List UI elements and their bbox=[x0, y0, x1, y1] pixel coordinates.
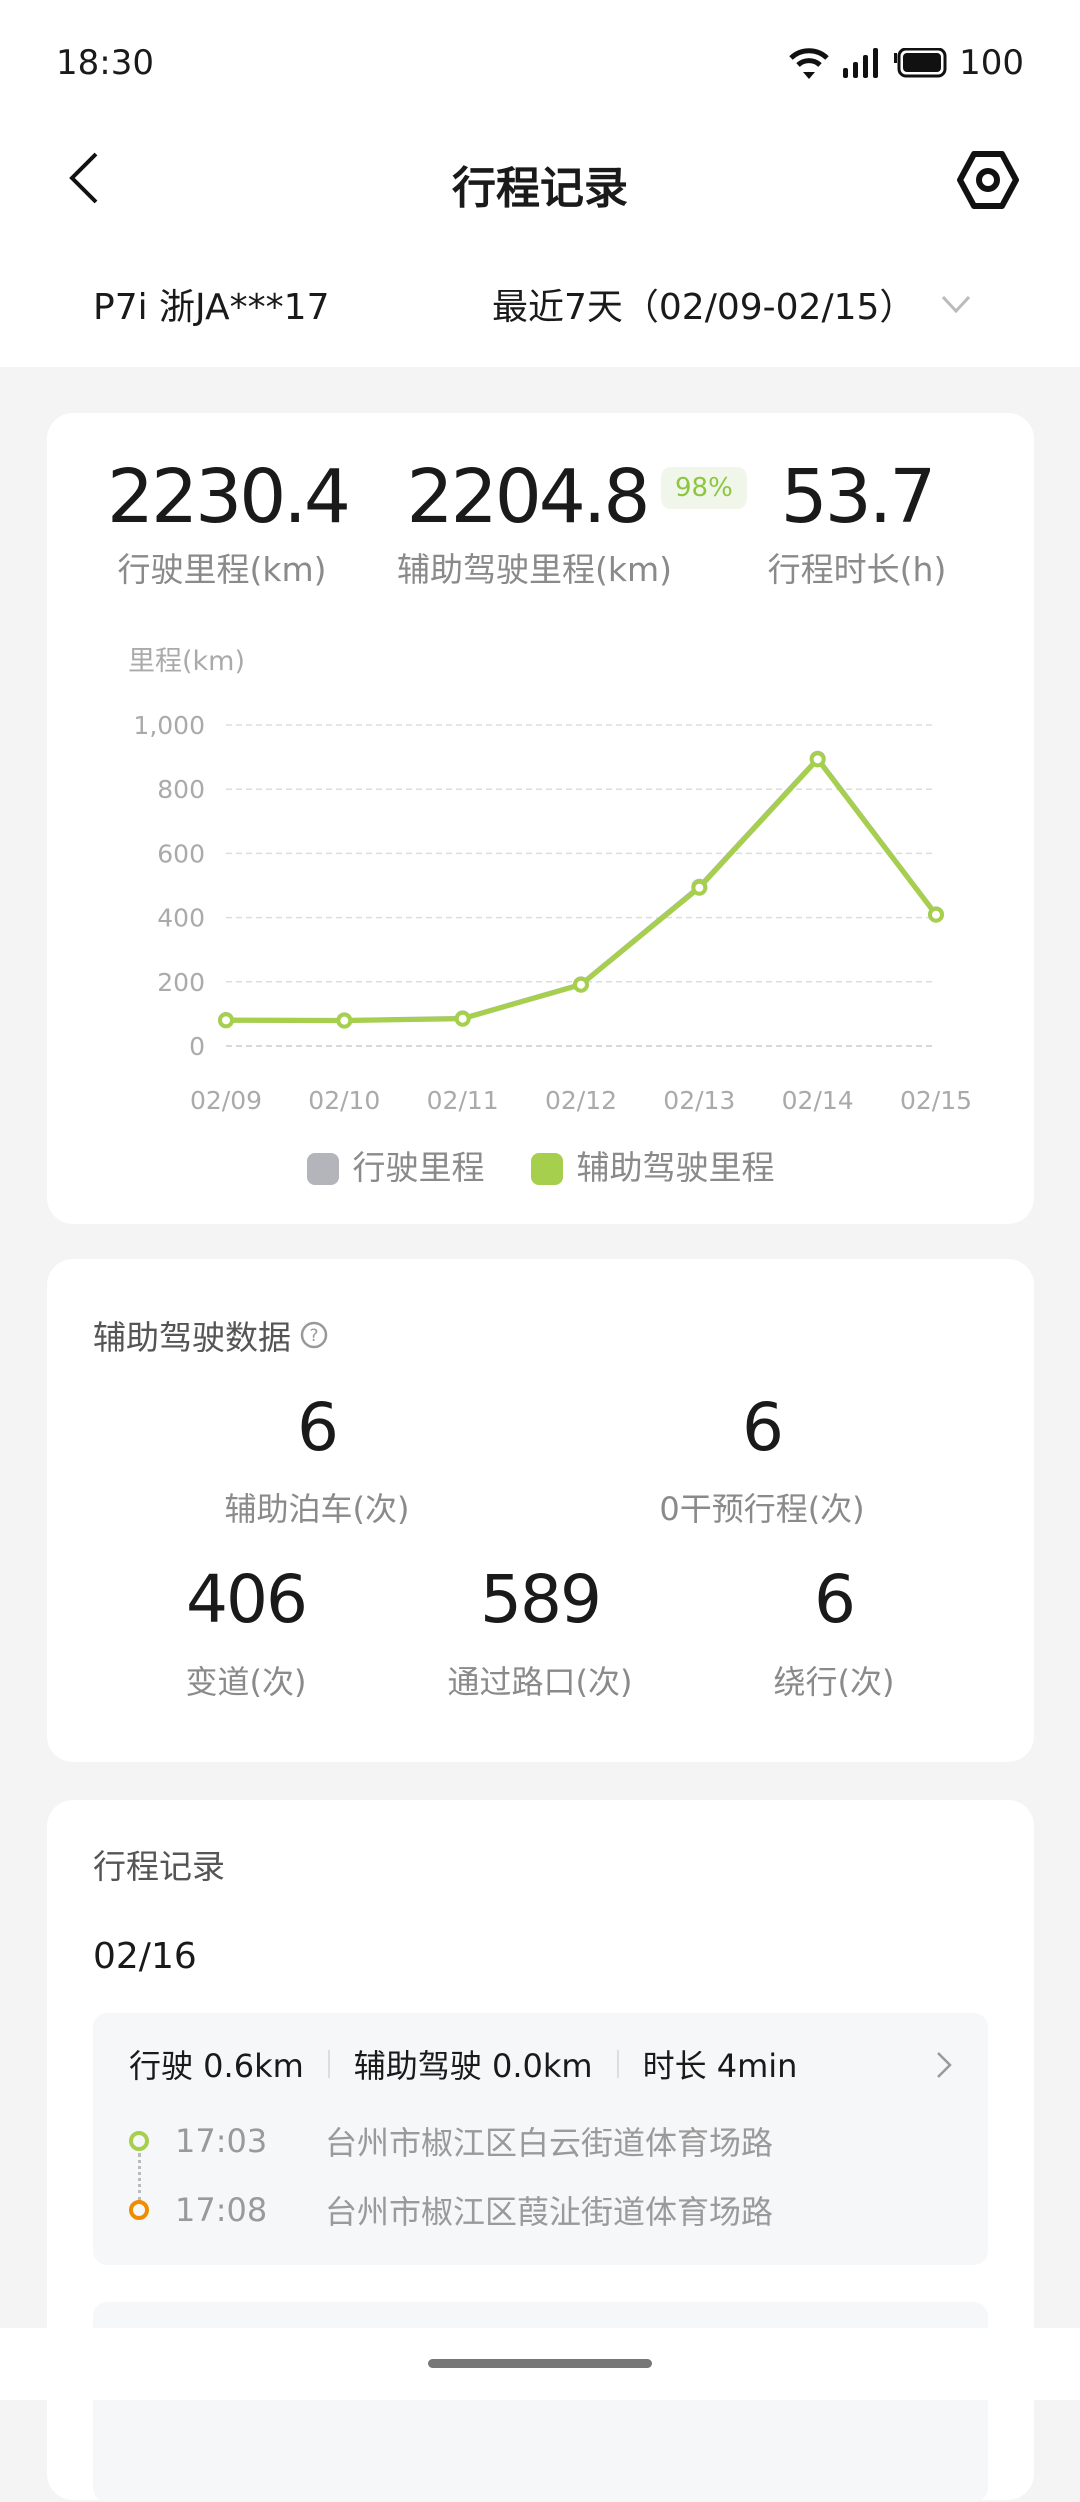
x-tick-label: 02/15 bbox=[900, 1086, 972, 1115]
detour-count: 6 bbox=[814, 1561, 856, 1638]
y-tick-label: 600 bbox=[157, 839, 205, 868]
parking-assist-count: 6 bbox=[297, 1389, 339, 1466]
date-range-selector[interactable]: 最近7天（02/09-02/15） bbox=[492, 278, 971, 330]
assist-mileage-stat: 2204.8 辅助驾驶里程(km) bbox=[397, 454, 673, 591]
start-time: 17:03 bbox=[175, 2122, 268, 2160]
total-mileage-value: 2230.4 bbox=[107, 454, 351, 540]
assist-data-title: 辅助驾驶数据 ? bbox=[93, 1311, 329, 1359]
trip-start: 17:03 台州市椒江区白云街道体育场路 bbox=[129, 2118, 773, 2164]
chevron-down-icon bbox=[942, 295, 971, 314]
data-point bbox=[218, 1012, 234, 1029]
parking-assist-label: 辅助泊车(次) bbox=[224, 1490, 410, 1528]
start-address: 台州市椒江区白云街道体育场路 bbox=[325, 2124, 774, 2162]
x-tick-label: 02/09 bbox=[190, 1086, 262, 1115]
trip-drive-distance: 行驶 0.6km bbox=[129, 2047, 304, 2085]
y-tick-label: 1,000 bbox=[133, 711, 205, 740]
date-range-label: 最近7天（02/09-02/15） bbox=[492, 287, 916, 328]
y-tick-label: 800 bbox=[157, 775, 205, 804]
trip-duration: 时长 4min bbox=[642, 2047, 798, 2085]
trip-summary: 行驶 0.6km 辅助驾驶 0.0km 时长 4min bbox=[129, 2041, 797, 2087]
duration-stat: 53.7 行程时长(h) bbox=[757, 457, 957, 591]
assist-mileage-value: 2204.8 bbox=[406, 454, 651, 540]
trip-assist-distance: 辅助驾驶 0.0km bbox=[353, 2047, 593, 2085]
data-point bbox=[928, 906, 944, 923]
y-axis-label: 里程(km) bbox=[128, 646, 245, 677]
battery-icon bbox=[894, 48, 947, 78]
x-tick-label: 02/10 bbox=[308, 1086, 380, 1115]
legend-label: 行驶里程 bbox=[352, 1148, 485, 1187]
data-point bbox=[454, 1010, 471, 1027]
end-address: 台州市椒江区葭沚街道体育场路 bbox=[325, 2193, 774, 2231]
wifi-icon bbox=[789, 48, 829, 79]
home-indicator[interactable] bbox=[428, 2359, 652, 2368]
lane-change-label: 变道(次) bbox=[185, 1663, 307, 1701]
x-tick-label: 02/13 bbox=[663, 1086, 735, 1115]
data-point bbox=[691, 879, 708, 896]
x-tick-label: 02/14 bbox=[782, 1086, 854, 1115]
help-icon[interactable]: ? bbox=[299, 1320, 329, 1350]
x-tick-label: 02/12 bbox=[545, 1086, 617, 1115]
divider bbox=[616, 2050, 619, 2078]
data-point bbox=[809, 751, 826, 768]
summary-card: 2230.4 行驶里程(km) 2204.8 辅助驾驶里程(km) 98% 53… bbox=[47, 413, 1034, 1224]
zero-intervention-label: 0干预行程(次) bbox=[659, 1490, 865, 1528]
battery-level: 100 bbox=[959, 43, 1024, 83]
legend-item-total[interactable]: 行驶里程 bbox=[306, 1141, 485, 1189]
lane-change-count: 406 bbox=[186, 1561, 308, 1638]
x-tick-label: 02/11 bbox=[427, 1086, 499, 1115]
end-time: 17:08 bbox=[175, 2191, 268, 2229]
trip-end: 17:08 台州市椒江区葭沚街道体育场路 bbox=[129, 2187, 773, 2233]
duration-label: 行程时长(h) bbox=[767, 550, 947, 589]
assist-percent-badge: 98% bbox=[661, 467, 747, 509]
divider bbox=[327, 2050, 330, 2078]
route-connector bbox=[138, 2153, 141, 2201]
signal-icon bbox=[843, 48, 879, 78]
chart-legend: 行驶里程 辅助驾驶里程 bbox=[47, 1141, 1034, 1189]
start-dot-icon bbox=[129, 2131, 149, 2151]
assist-data-title-text: 辅助驾驶数据 bbox=[93, 1318, 291, 1357]
vehicle-selector[interactable]: P7i 浙JA***17 bbox=[93, 287, 330, 328]
total-mileage-label: 行驶里程(km) bbox=[117, 550, 327, 589]
assist-data-card: 辅助驾驶数据 ? 6 辅助泊车(次) 6 0干预行程(次) 406 变道(次) … bbox=[47, 1259, 1034, 1762]
legend-item-assist[interactable]: 辅助驾驶里程 bbox=[530, 1141, 775, 1189]
intersection-count: 589 bbox=[480, 1561, 602, 1638]
trip-records-title: 行程记录 bbox=[93, 1847, 225, 1886]
legend-swatch bbox=[530, 1153, 563, 1185]
trip-date: 02/16 bbox=[93, 1936, 197, 1977]
detour-label: 绕行(次) bbox=[773, 1663, 895, 1701]
duration-value: 53.7 bbox=[780, 454, 937, 540]
top-area: 18:30 100 行程记录 P7i 浙JA***17 最近7天（02/09-0… bbox=[0, 0, 1080, 367]
hex-gear-icon[interactable] bbox=[956, 148, 1020, 212]
zero-intervention-count: 6 bbox=[742, 1389, 784, 1466]
end-dot-icon bbox=[129, 2200, 149, 2220]
y-tick-label: 400 bbox=[157, 904, 205, 933]
total-mileage-stat: 2230.4 行驶里程(km) bbox=[107, 454, 351, 591]
y-tick-label: 0 bbox=[189, 1032, 205, 1061]
chevron-left-icon[interactable] bbox=[62, 150, 112, 206]
trip-item[interactable]: 行驶 0.6km 辅助驾驶 0.0km 时长 4min 17:03 台州市椒江区… bbox=[93, 2013, 988, 2265]
page-title: 行程记录 bbox=[452, 163, 628, 214]
y-tick-label: 200 bbox=[157, 968, 205, 997]
legend-label: 辅助驾驶里程 bbox=[576, 1148, 775, 1187]
clock: 18:30 bbox=[56, 43, 154, 83]
status-bar: 18:30 100 bbox=[56, 40, 1024, 86]
intersection-label: 通过路口(次) bbox=[447, 1663, 633, 1701]
assist-mileage-label: 辅助驾驶里程(km) bbox=[397, 550, 673, 589]
mileage-chart: 里程(km) 1,000 800 600 400 200 0 02/09 02/10 02/11 0… bbox=[128, 646, 972, 1115]
data-point bbox=[573, 976, 589, 993]
data-point bbox=[336, 1012, 353, 1029]
chevron-right-icon bbox=[937, 2052, 952, 2078]
svg-text:?: ? bbox=[309, 1326, 318, 1346]
legend-swatch bbox=[306, 1153, 339, 1185]
